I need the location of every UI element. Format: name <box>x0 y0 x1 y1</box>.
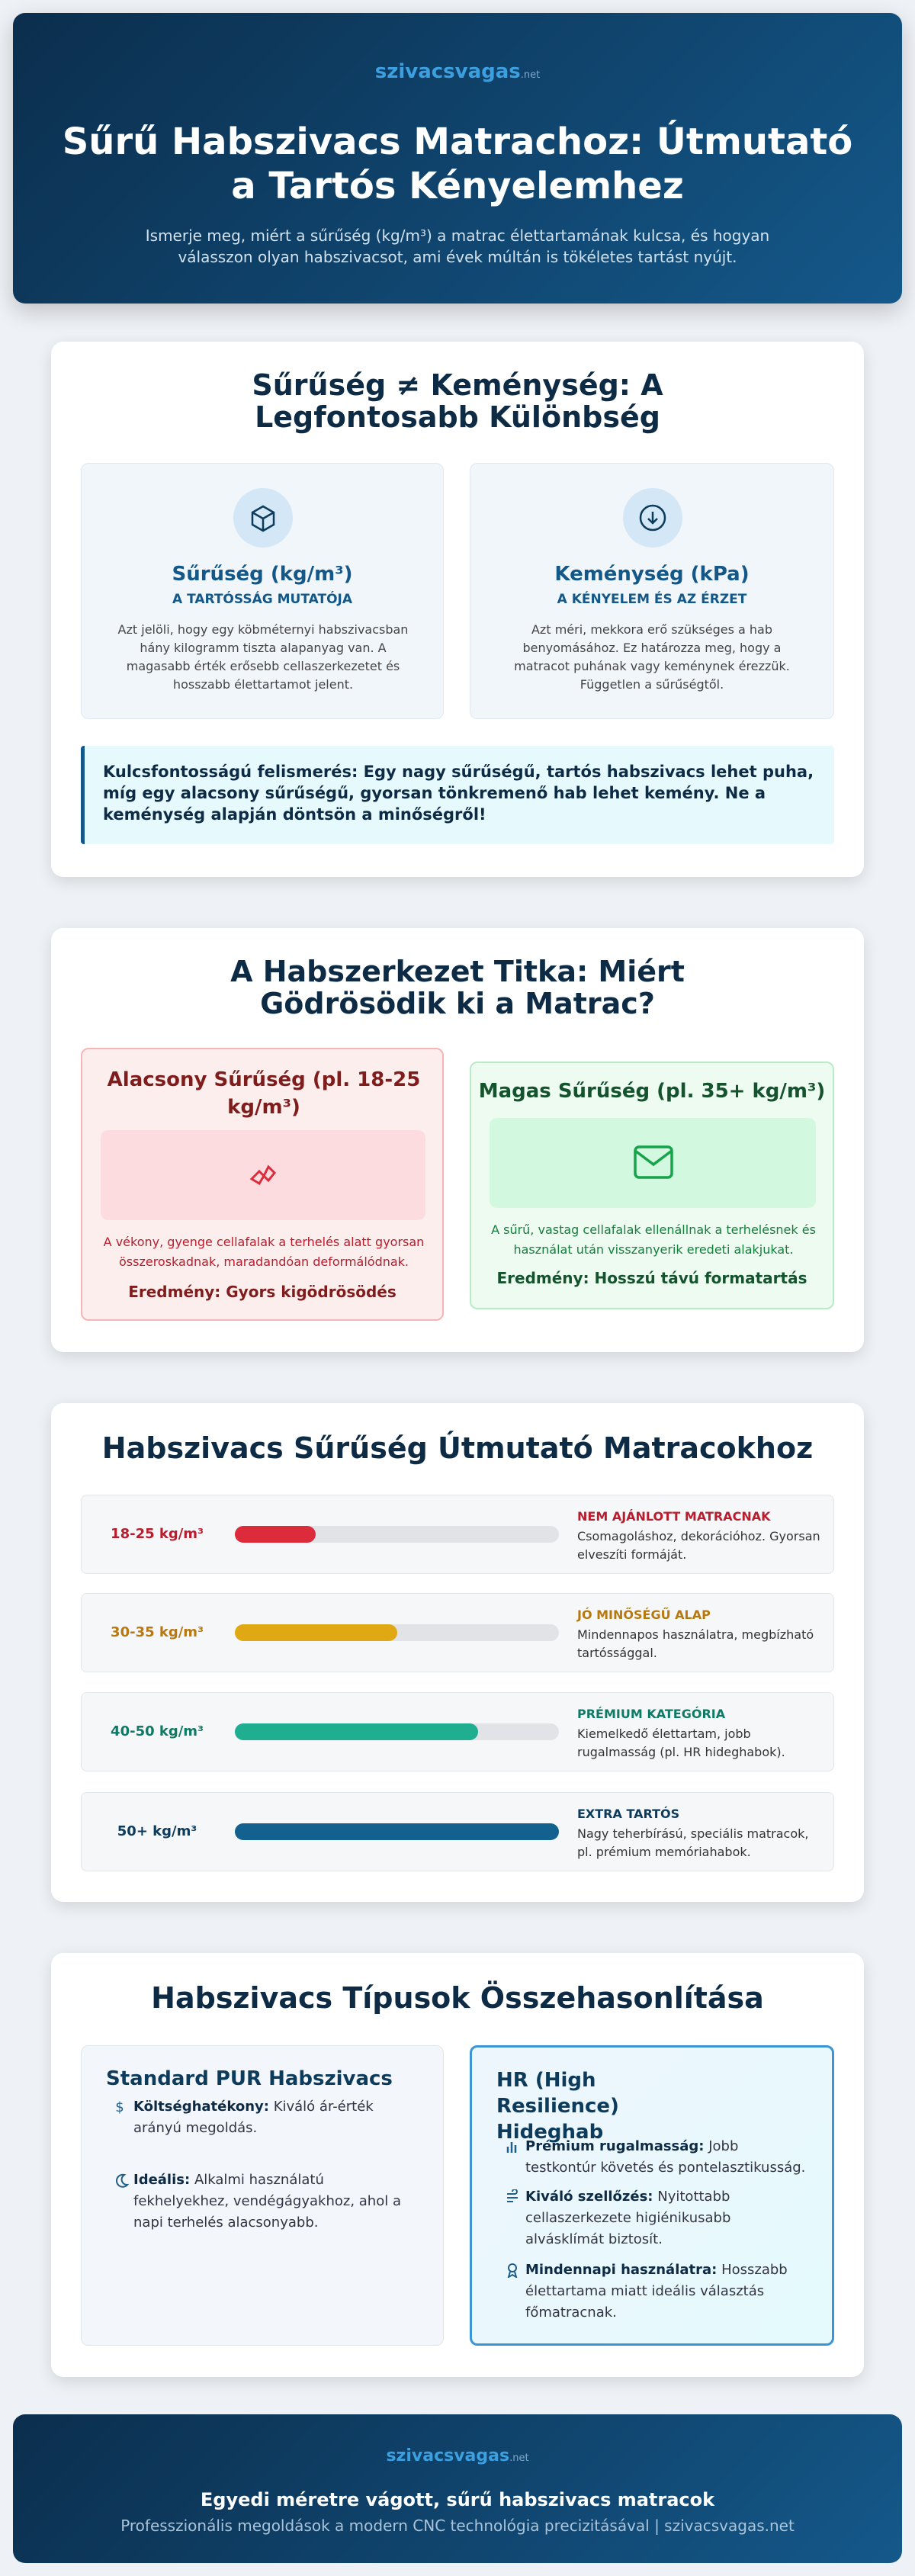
footer: szivacsvagas.net Egyedi méretre vágott, … <box>13 2414 902 2563</box>
list-item: Prémium rugalmasság: Jobb testkontúr köv… <box>506 2136 807 2179</box>
density-title: NEM AJÁNLOTT MATRACNAK <box>577 1509 771 1524</box>
bar-track <box>235 1624 559 1641</box>
card-title: HR (High Resilience) Hideghab <box>496 2069 619 2144</box>
page-subtitle: Ismerje meg, miért a sűrűség (kg/m³) a m… <box>145 226 770 266</box>
density-label: 18-25 kg/m³ <box>111 1526 204 1542</box>
section-title: Sűrűség ≠ Keménység: A Legfontosabb Külö… <box>252 368 663 434</box>
density-text: Mindennapos használatra, megbízható tart… <box>577 1627 814 1660</box>
density-label: 50+ kg/m³ <box>117 1823 197 1839</box>
item-text: Hosszabb élettartama miatt ideális válas… <box>525 2262 788 2321</box>
type-card: HR (High Resilience) Hideghab Prémium rug… <box>470 2045 834 2346</box>
item-term: Kiváló szellőzés: <box>525 2189 653 2205</box>
item-text: Jobb testkontúr követés és pontelasztiku… <box>525 2138 806 2176</box>
card-title: Sűrűség (kg/m³) <box>172 563 353 586</box>
bar-track <box>235 1823 559 1840</box>
section-card: A Habszerkezet Titka: Miért Gödrösödik k… <box>51 928 864 1352</box>
illustration <box>490 1118 816 1208</box>
list-item: Kiváló szellőzés: Nyitottabb cellaszerke… <box>507 2186 807 2250</box>
footer-subtitle: Professzionális megoldások a modern CNC … <box>120 2517 795 2535</box>
compare-card: Alacsony Sűrűség (pl. 18-25 kg/m³) A vék… <box>81 1048 444 1321</box>
list-item: Mindennapi használatra: Hosszabb élettar… <box>507 2260 807 2324</box>
card-text: Azt jelöli, hogy egy köbméternyi habsziv… <box>117 622 409 692</box>
icon <box>507 2189 518 2202</box>
bar-track <box>235 1526 559 1543</box>
section-card: Habszivacs Típusok Összehasonlítása Stan… <box>51 1953 864 2377</box>
item-term: Mindennapi használatra: <box>525 2262 718 2278</box>
callout: Kulcsfontosságú felismerés: Egy nagy sűr… <box>81 746 834 844</box>
list-item: Ideális: Alkalmi használatú fekhelyekhez… <box>116 2170 423 2234</box>
logo-text: szivacsvagas <box>374 60 521 83</box>
card-text: A vékony, gyenge cellafalak a terhelés a… <box>103 1235 425 1269</box>
header: szivacsvagas.net Sűrű Habszivacs Matrach… <box>13 13 902 304</box>
icon: $ <box>115 2099 124 2115</box>
item-term: Ideális: <box>133 2172 191 2188</box>
density-text: Kiemelkedő élettartam, jobb rugalmasság … <box>577 1726 785 1759</box>
logo: szivacsvagas.net <box>13 2446 902 2465</box>
logo-text: szivacsvagas <box>386 2446 510 2465</box>
item-text: Alkalmi használatú fekhelyekhez, vendégá… <box>133 2172 401 2231</box>
card-title: Standard PUR Habszivacs <box>106 2067 393 2090</box>
item-text: Kiváló ár-érték arányú megoldás. <box>133 2099 374 2136</box>
bar-fill <box>235 1526 316 1543</box>
result: Eredmény: Gyors kigödrösödés <box>128 1283 396 1301</box>
item-term: Prémium rugalmasság: <box>525 2138 705 2154</box>
density-text: Nagy teherbírású, speciális matracok, pl… <box>577 1826 809 1859</box>
card-title: Magas Sűrűség (pl. 35+ kg/m³) <box>478 1080 826 1103</box>
logo-tld: .net <box>520 69 541 81</box>
card-subtitle: A TARTÓSSÁG MUTATÓJA <box>172 592 352 607</box>
list-item: $ Költséghatékony: Kiváló ár-érték arányú… <box>115 2096 423 2139</box>
icon <box>116 2173 129 2188</box>
density-row: 50+ kg/m³ EXTRA TARTÓS Nagy teherbírású, s… <box>81 1792 834 1871</box>
footer-tagline: Egyedi méretre vágott, sűrű habszivacs m… <box>200 2489 715 2510</box>
density-label: 30-35 kg/m³ <box>111 1624 204 1640</box>
density-title: PRÉMIUM KATEGÓRIA <box>577 1707 726 1721</box>
section-title: Habszivacs Típusok Összehasonlítása <box>151 1981 764 2015</box>
density-title: EXTRA TARTÓS <box>577 1807 680 1821</box>
result: Eredmény: Hosszú távú formatartás <box>496 1269 807 1287</box>
icon <box>506 2142 517 2153</box>
density-row: 18-25 kg/m³ NEM AJÁNLOTT MATRACNAK Csomago… <box>81 1495 834 1574</box>
type-card: Standard PUR Habszivacs $ Költséghatékony:… <box>81 2045 444 2346</box>
page-title: Sűrű Habszivacs Matrachoz: Útmutató a Ta… <box>62 120 853 207</box>
compare-card: Magas Sűrűség (pl. 35+ kg/m³) A sűrű, va… <box>470 1062 834 1309</box>
section-card: Sűrűség ≠ Keménység: A Legfontosabb Külö… <box>51 342 864 877</box>
card-title: Keménység (kPa) <box>554 563 750 586</box>
section-card: Habszivacs Sűrűség Útmutató Matracokhoz … <box>51 1403 864 1902</box>
logo: szivacsvagas.net <box>13 60 902 83</box>
info-card: Sűrűség (kg/m³) A TARTÓSSÁG MUTATÓJA Azt… <box>81 463 444 719</box>
section-title: Habszivacs Sűrűség Útmutató Matracokhoz <box>101 1431 814 1465</box>
bar-track <box>235 1723 559 1740</box>
icon <box>623 488 682 548</box>
bar-fill <box>235 1723 478 1740</box>
icon <box>233 488 293 548</box>
density-label: 40-50 kg/m³ <box>111 1723 204 1739</box>
svg-text:$: $ <box>115 2099 124 2115</box>
card-text: A sűrű, vastag cellafalak ellenállnak a … <box>491 1222 816 1257</box>
density-text: Csomagoláshoz, dekorációhoz. Gyorsan elv… <box>577 1529 820 1562</box>
illustration <box>101 1130 425 1220</box>
density-row: 40-50 kg/m³ PRÉMIUM KATEGÓRIA Kiemelkedő é… <box>81 1692 834 1771</box>
bar-fill <box>235 1624 397 1641</box>
card-subtitle: A KÉNYELEM ÉS AZ ÉRZET <box>557 592 747 607</box>
bar-fill <box>235 1823 559 1840</box>
density-title: JÓ MINŐSÉGŰ ALAP <box>577 1608 711 1622</box>
card-title: Alacsony Sűrűség (pl. 18-25 kg/m³) <box>107 1068 421 1119</box>
section-title: A Habszerkezet Titka: Miért Gödrösödik k… <box>230 955 685 1020</box>
item-term: Költséghatékony: <box>133 2099 269 2115</box>
card-text: Azt méri, mekkora erő szükséges a hab be… <box>514 622 790 692</box>
icon <box>507 2263 518 2278</box>
logo-tld: .net <box>509 2452 529 2464</box>
info-card: Keménység (kPa) A KÉNYELEM ÉS AZ ÉRZET A… <box>470 463 834 719</box>
density-row: 30-35 kg/m³ JÓ MINŐSÉGŰ ALAP Mindennapos h… <box>81 1593 834 1672</box>
item-text: Nyitottabb cellaszerkezete higiénikusabb… <box>525 2189 731 2247</box>
